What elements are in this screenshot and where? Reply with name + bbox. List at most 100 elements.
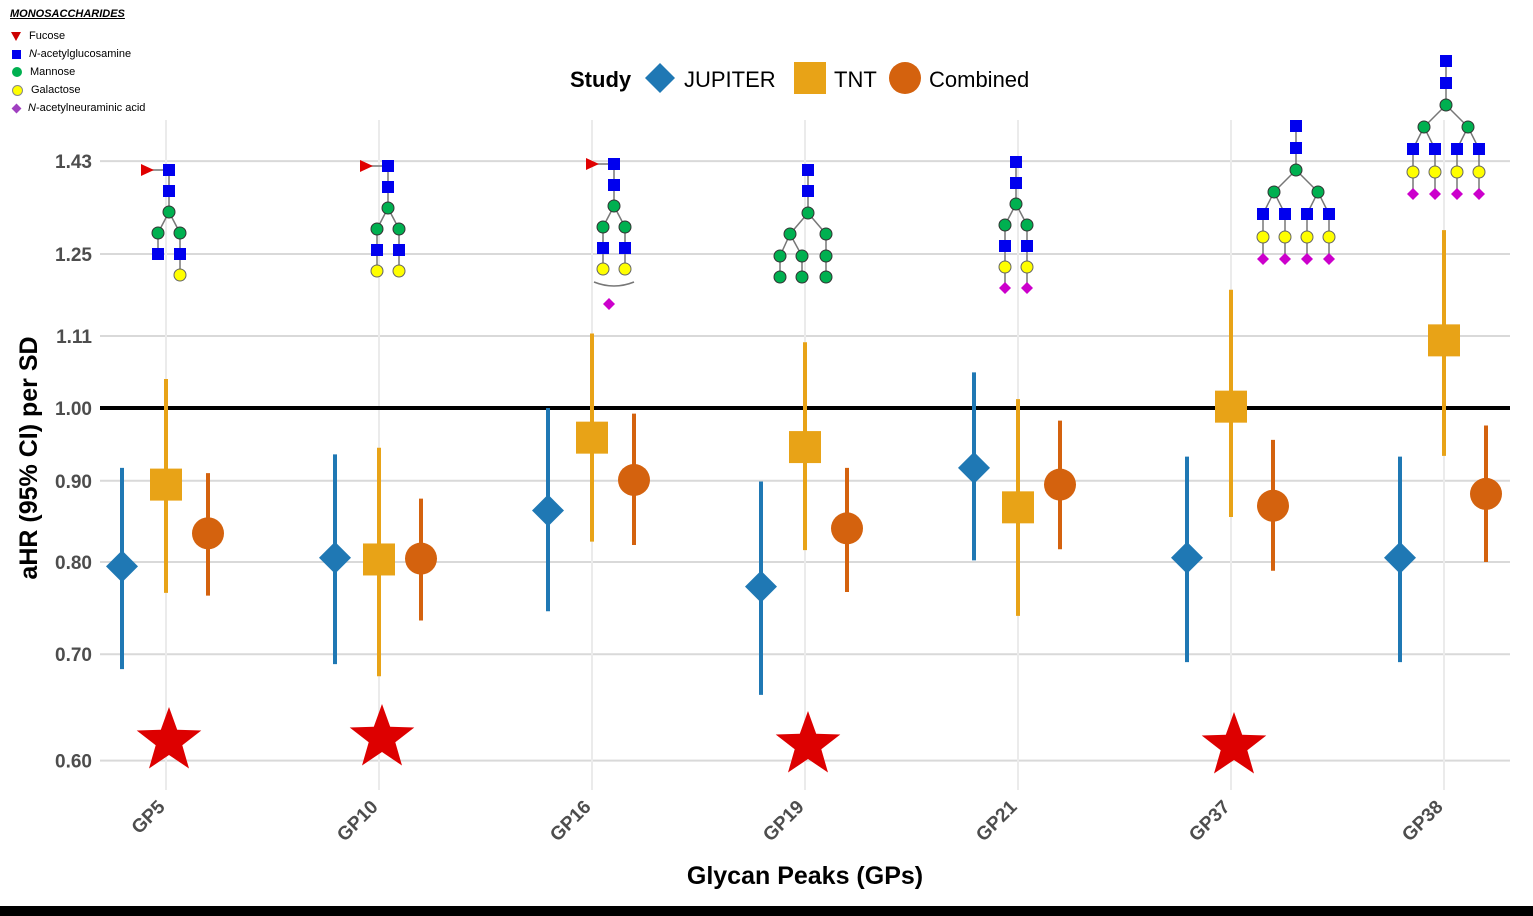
legend-label-jupiter: JUPITER xyxy=(684,67,776,92)
neu5ac-icon xyxy=(1407,188,1419,200)
glcnac-icon xyxy=(1440,55,1452,67)
glcnac-icon xyxy=(371,244,383,256)
point-tnt-gp19 xyxy=(789,431,821,464)
x-tick-label-gp38: GP38 xyxy=(1398,797,1447,846)
glycan-gp19 xyxy=(773,164,833,284)
key-label-neu5ac: N-acetylneuraminic acid xyxy=(28,102,146,114)
galactose-icon xyxy=(1278,230,1292,244)
legend-marker-jupiter xyxy=(645,63,675,93)
glycan-gp5 xyxy=(141,164,187,282)
green-circle-icon xyxy=(12,67,22,77)
key-label-mannose: Mannose xyxy=(30,66,76,78)
mannose-icon xyxy=(783,227,797,241)
mannose-icon xyxy=(819,270,833,284)
galactose-icon xyxy=(1322,230,1336,244)
mannose-icon xyxy=(801,206,815,220)
mannose-icon xyxy=(1009,197,1023,211)
fucose-icon xyxy=(141,164,154,176)
glcnac-icon xyxy=(382,181,394,193)
glcnac-icon xyxy=(1429,143,1441,155)
neu5ac-icon xyxy=(1451,188,1463,200)
y-tick-label: 1.11 xyxy=(56,327,92,348)
galactose-icon xyxy=(1428,165,1442,179)
neu5ac-icon xyxy=(999,282,1011,294)
y-axis-label: aHR (95% CI) per SD xyxy=(15,336,43,579)
neu5ac-icon xyxy=(1473,188,1485,200)
y-tick-label: 0.70 xyxy=(55,645,92,666)
legend-marker-tnt xyxy=(794,62,826,94)
point-combined-gp37 xyxy=(1257,489,1289,522)
glcnac-icon xyxy=(1290,120,1302,132)
red-triangle-icon xyxy=(11,31,21,41)
glcnac-icon xyxy=(608,158,620,170)
point-jupiter-gp16 xyxy=(532,494,564,527)
star-gp5 xyxy=(136,707,202,769)
glcnac-icon xyxy=(1440,77,1452,89)
point-tnt-gp38 xyxy=(1428,324,1460,357)
legend-label-tnt: TNT xyxy=(834,67,877,92)
glcnac-icon xyxy=(1010,177,1022,189)
mannose-icon xyxy=(618,220,632,234)
glycan-gp21 xyxy=(998,156,1034,294)
galactose-icon xyxy=(173,268,187,282)
key-row-glcnac: N-acetylglucosamine xyxy=(10,46,131,62)
key-label-glcnac: N-acetylglucosamine xyxy=(29,48,132,60)
legend-label-combined: Combined xyxy=(929,67,1029,92)
glcnac-icon xyxy=(1323,208,1335,220)
glycan-gp37 xyxy=(1256,120,1336,265)
x-tick-label-gp21: GP21 xyxy=(972,796,1022,846)
galactose-icon xyxy=(998,260,1012,274)
glcnac-icon xyxy=(1257,208,1269,220)
point-combined-gp10 xyxy=(405,542,437,575)
galactose-icon xyxy=(1256,230,1270,244)
galactose-icon xyxy=(1300,230,1314,244)
galactose-icon xyxy=(370,264,384,278)
galactose-icon xyxy=(392,264,406,278)
glcnac-icon xyxy=(1473,143,1485,155)
y-tick-labels: 0.60 0.70 0.80 0.90 1.00 1.11 1.25 1.43 xyxy=(55,152,92,772)
glcnac-icon xyxy=(802,164,814,176)
glcnac-icon xyxy=(999,240,1011,252)
glcnac-icon xyxy=(1451,143,1463,155)
x-tick-label-gp5: GP5 xyxy=(128,796,170,838)
mannose-icon xyxy=(607,199,621,213)
point-combined-gp5 xyxy=(192,517,224,550)
key-label-neu5ac-rest: -acetylneuraminic acid xyxy=(35,102,146,114)
x-axis-label: Glycan Peaks (GPs) xyxy=(687,862,923,890)
glycan-structures xyxy=(141,55,1486,310)
glycan-gp38 xyxy=(1406,55,1486,200)
glcnac-icon xyxy=(1021,240,1033,252)
mannose-icon xyxy=(773,249,787,263)
fucose-icon xyxy=(586,158,599,170)
point-jupiter-gp5 xyxy=(106,550,138,583)
star-gp19 xyxy=(775,711,841,773)
neu5ac-icon xyxy=(1021,282,1033,294)
legend: Study JUPITER TNT Combined xyxy=(570,62,1029,94)
series-jupiter xyxy=(106,372,1416,695)
neu5ac-icon xyxy=(1279,253,1291,265)
key-label-galactose: Galactose xyxy=(31,84,81,96)
point-jupiter-gp19 xyxy=(745,570,777,603)
mannose-icon xyxy=(1439,98,1453,112)
mannose-icon xyxy=(370,222,384,236)
series-combined xyxy=(192,413,1502,621)
glcnac-icon xyxy=(608,179,620,191)
mannose-icon xyxy=(773,270,787,284)
galactose-icon xyxy=(1406,165,1420,179)
series-tnt xyxy=(150,230,1460,677)
neu5ac-icon xyxy=(1323,253,1335,265)
key-row-fucose: Fucose xyxy=(10,28,65,44)
galactose-icon xyxy=(618,262,632,276)
glcnac-icon xyxy=(152,248,164,260)
galactose-icon xyxy=(1020,260,1034,274)
point-combined-gp19 xyxy=(831,512,863,545)
bottom-border xyxy=(0,906,1533,916)
mannose-icon xyxy=(381,201,395,215)
point-combined-gp16 xyxy=(618,463,650,496)
point-jupiter-gp21 xyxy=(958,451,990,484)
key-row-neu5ac: N-acetylneuraminic acid xyxy=(10,100,145,116)
y-tick-label: 0.80 xyxy=(55,553,92,574)
y-tick-label: 0.90 xyxy=(55,472,92,493)
glcnac-icon xyxy=(1407,143,1419,155)
